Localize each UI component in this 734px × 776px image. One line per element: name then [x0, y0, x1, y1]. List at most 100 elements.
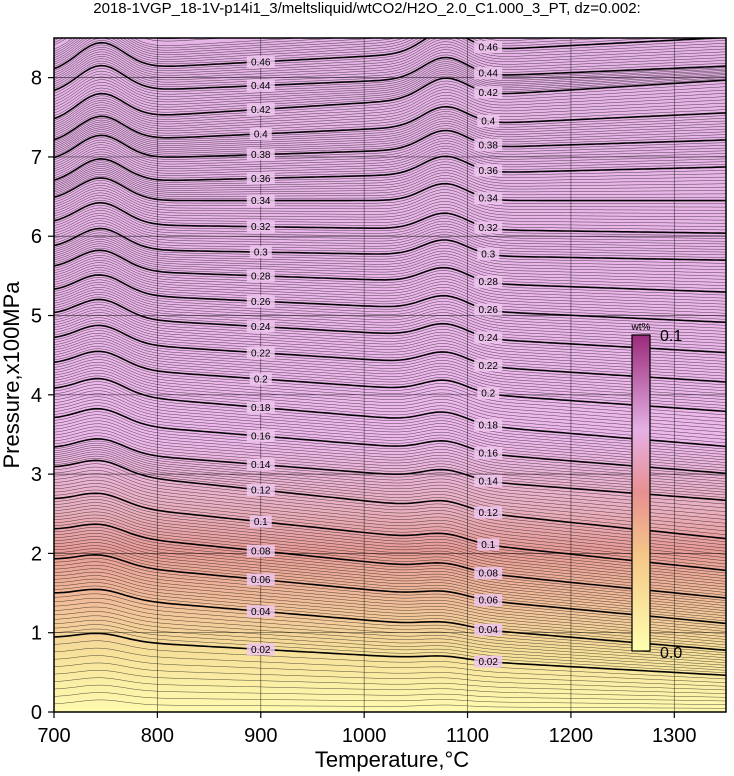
contour-label: 0.16 — [478, 448, 498, 459]
minor-contour — [54, 476, 726, 555]
colorbar-min-label: 0.0 — [660, 645, 682, 662]
minor-contour — [54, 0, 726, 30]
contour-label-bg — [246, 194, 275, 207]
major-contour-lines — [54, 38, 726, 677]
contour-label: 0.08 — [251, 547, 271, 558]
minor-contour — [54, 486, 726, 565]
minor-contour — [54, 264, 726, 311]
minor-contour — [54, 230, 726, 264]
minor-contour — [54, 332, 726, 392]
minor-contour — [54, 175, 726, 199]
minor-contour — [54, 86, 726, 126]
minor-contour — [54, 170, 726, 193]
minor-contour — [54, 182, 726, 208]
y-tick-label: 1 — [31, 623, 42, 645]
minor-contour — [54, 582, 726, 646]
contour-label-bg — [474, 474, 503, 487]
minor-contour — [54, 362, 726, 426]
contour-label: 0.42 — [251, 105, 271, 116]
minor-contour — [54, 69, 726, 108]
minor-contour — [54, 120, 726, 151]
contour-label: 0.32 — [251, 222, 271, 233]
minor-contour — [54, 38, 565, 63]
contour-label-bg — [474, 506, 503, 519]
major-contour — [54, 177, 726, 202]
minor-contour — [54, 597, 726, 656]
contour-label: 0.46 — [478, 42, 498, 53]
minor-contour — [54, 417, 726, 482]
y-tick-label: 5 — [31, 306, 42, 328]
minor-contour — [54, 294, 726, 347]
x-axis: 700 800 900 1000 1100 1200 1300 — [37, 712, 697, 747]
x-tick-label: 800 — [141, 725, 174, 747]
contour-label-bg — [246, 401, 275, 414]
minor-contour — [54, 677, 726, 698]
minor-contour — [54, 420, 726, 485]
contour-label-bg — [249, 372, 272, 385]
minor-contour — [54, 245, 726, 286]
minor-contour — [54, 445, 726, 513]
contour-label: 0.44 — [478, 69, 498, 80]
contour-label: 0.18 — [478, 421, 498, 432]
major-contour — [54, 632, 726, 677]
contour-label: 0.04 — [478, 625, 498, 636]
contour-label: 0.14 — [251, 460, 271, 471]
minor-contour — [54, 158, 726, 183]
major-contour — [54, 227, 726, 261]
minor-contour — [54, 670, 726, 694]
minor-contour — [54, 38, 56, 39]
minor-contour — [54, 171, 726, 195]
minor-contour — [54, 254, 726, 299]
minor-contour — [54, 38, 726, 76]
minor-contour — [54, 92, 726, 130]
contour-label-bg — [474, 331, 503, 344]
contour-label-bg — [249, 515, 272, 528]
minor-contour — [54, 602, 726, 658]
minor-contour — [54, 259, 726, 305]
minor-contour — [54, 38, 615, 65]
minor-contour — [54, 304, 726, 359]
contour-label: 0.16 — [251, 432, 271, 443]
minor-contour — [54, 479, 726, 558]
minor-contour — [54, 0, 726, 28]
contour-label-bg — [246, 573, 275, 586]
minor-contour — [54, 470, 726, 549]
minor-contour — [54, 564, 726, 632]
x-axis-title: Temperature,°C — [315, 747, 469, 772]
contour-label: 0.26 — [478, 305, 498, 316]
minor-contour — [54, 161, 726, 185]
x-tick-label: 1200 — [549, 725, 594, 747]
contour-label: 0.1 — [254, 517, 268, 528]
contour-label: 0.2 — [481, 389, 495, 400]
contour-label: 0.36 — [251, 174, 271, 185]
contour-label-bg — [474, 221, 503, 234]
major-contour — [54, 129, 726, 159]
minor-contour — [54, 180, 726, 205]
minor-contour — [54, 267, 726, 314]
minor-contour — [54, 115, 726, 148]
minor-contour — [54, 496, 726, 574]
minor-contour — [54, 526, 726, 601]
minor-contour — [54, 49, 726, 85]
minor-contour — [54, 517, 726, 593]
minor-contour — [54, 375, 726, 444]
minor-contour — [54, 440, 726, 505]
contour-label-bg — [246, 643, 275, 656]
x-tick-label: 1300 — [652, 725, 697, 747]
minor-contour — [54, 132, 726, 161]
minor-contour — [54, 399, 726, 466]
contour-label-bg — [249, 246, 272, 259]
minor-contour — [54, 108, 726, 142]
minor-contour — [54, 38, 380, 54]
contour-label: 0.34 — [478, 194, 498, 205]
contour-label: 0.44 — [251, 81, 271, 92]
contour-label-bg — [474, 303, 503, 316]
minor-contour — [54, 38, 191, 43]
minor-contour — [54, 94, 726, 132]
contour-label-bg — [477, 247, 500, 260]
contour-label: 0.32 — [478, 223, 498, 234]
minor-contour — [54, 423, 726, 488]
minor-contour — [54, 291, 726, 344]
minor-contour — [54, 545, 726, 617]
contour-label-bg — [246, 103, 275, 116]
